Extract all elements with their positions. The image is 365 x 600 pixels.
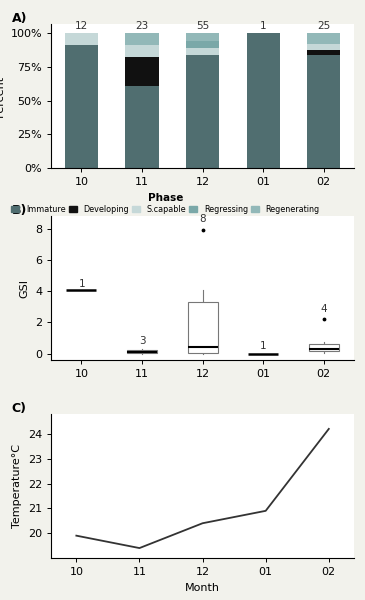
Bar: [309, 344, 339, 352]
Bar: [125, 57, 159, 86]
Text: B): B): [12, 205, 27, 217]
Bar: [127, 350, 157, 353]
Text: 12: 12: [75, 22, 88, 31]
Text: 8: 8: [200, 214, 206, 224]
Bar: [186, 48, 219, 55]
Y-axis label: Percent: Percent: [0, 75, 5, 117]
X-axis label: Month: Month: [185, 583, 220, 593]
Bar: [188, 302, 218, 353]
Bar: [186, 55, 219, 168]
Bar: [125, 34, 159, 45]
Bar: [307, 44, 341, 50]
Bar: [125, 86, 159, 168]
Text: 25: 25: [317, 22, 330, 31]
Bar: [307, 34, 341, 44]
Text: 23: 23: [135, 22, 149, 31]
Bar: [65, 34, 98, 44]
Bar: [246, 34, 280, 168]
Text: 1: 1: [260, 22, 266, 31]
Bar: [307, 55, 341, 168]
Bar: [186, 41, 219, 48]
Bar: [65, 44, 98, 168]
Legend: Immature, Developing, S.capable, Regressing, Regenerating: Immature, Developing, S.capable, Regress…: [11, 193, 320, 214]
Text: 1: 1: [260, 341, 267, 351]
Bar: [125, 45, 159, 57]
Text: 1: 1: [78, 279, 85, 289]
Text: 4: 4: [321, 304, 327, 314]
Bar: [307, 50, 341, 55]
Text: 55: 55: [196, 22, 209, 31]
Y-axis label: Temperature°C: Temperature°C: [12, 444, 22, 528]
Text: 3: 3: [139, 335, 146, 346]
Text: C): C): [12, 403, 27, 415]
Bar: [186, 34, 219, 41]
Y-axis label: GSI: GSI: [19, 278, 30, 298]
Text: A): A): [12, 13, 27, 25]
